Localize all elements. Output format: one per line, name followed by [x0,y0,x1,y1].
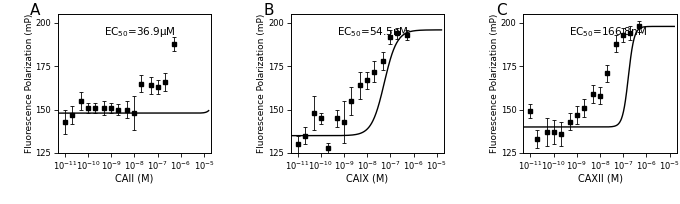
Y-axis label: Fluorescence Polarization (mP): Fluorescence Polarization (mP) [490,14,499,153]
Text: A: A [30,3,41,18]
X-axis label: CAII (M): CAII (M) [115,174,154,184]
Text: EC$_{50}$=36.9μM: EC$_{50}$=36.9μM [104,25,175,39]
X-axis label: CAXII (M): CAXII (M) [577,174,622,184]
Y-axis label: Fluorescence Polarization (mP): Fluorescence Polarization (mP) [24,14,33,153]
Y-axis label: Fluorescence Polarization (mP): Fluorescence Polarization (mP) [258,14,267,153]
Text: EC$_{50}$=54.5nM: EC$_{50}$=54.5nM [337,25,408,39]
Text: EC$_{50}$=166.8nM: EC$_{50}$=166.8nM [569,25,647,39]
Text: C: C [496,3,507,18]
Text: B: B [263,3,273,18]
X-axis label: CAIX (M): CAIX (M) [346,174,388,184]
